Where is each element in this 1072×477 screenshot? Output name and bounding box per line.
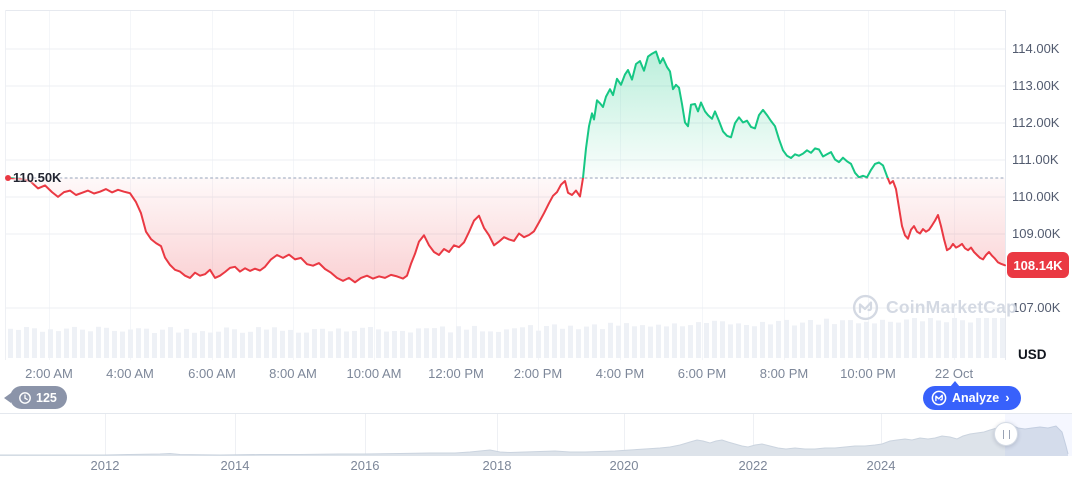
analyze-pointer	[950, 381, 960, 387]
plot-frame	[5, 10, 1006, 360]
watermark-text: CoinMarketCap	[886, 297, 1017, 317]
timeline-scrubber-handle[interactable]	[994, 422, 1018, 446]
analyze-logo-icon	[931, 390, 947, 406]
x-axis-label: 2:00 PM	[513, 366, 563, 381]
area-above-baseline	[8, 51, 1005, 178]
chevron-right-icon: ›	[1005, 390, 1010, 405]
timeline-area-chart	[0, 424, 1068, 456]
volume-bars	[8, 318, 1005, 358]
open-price-marker	[5, 175, 11, 181]
y-axis-label: 114.00K	[1012, 40, 1060, 56]
x-axis-label: 6:00 AM	[188, 366, 236, 381]
x-axis-label: 4:00 PM	[595, 366, 645, 381]
year-label: 2012	[90, 458, 120, 473]
x-axis-label: 10:00 AM	[346, 366, 402, 381]
timeline-area-edge	[0, 423, 1069, 456]
history-clock-icon	[19, 391, 31, 404]
year-label: 2020	[609, 458, 639, 473]
area-below-baseline	[8, 178, 1005, 283]
price-line-chart[interactable]	[0, 0, 1072, 364]
year-label: 2022	[738, 458, 768, 473]
badge-pointer	[4, 393, 11, 403]
y-axis-label: 109.00K	[1012, 225, 1061, 241]
x-axis-label: 8:00 PM	[759, 366, 809, 381]
x-axis-label: 10:00 PM	[840, 366, 896, 381]
history-count-badge[interactable]: 125	[4, 386, 67, 409]
analyze-button[interactable]: Analyze ›	[923, 381, 1021, 410]
y-axis-label: 113.00K	[1012, 77, 1060, 93]
currency-label: USD	[1018, 347, 1047, 362]
x-axis-label: 22 Oct	[934, 366, 974, 381]
x-axis-label: 12:00 PM	[428, 366, 484, 381]
price-line-up	[7, 50, 889, 178]
y-axis-label: 111.00K	[1012, 151, 1059, 167]
coinmarketcap-watermark: CoinMarketCap	[852, 294, 1017, 321]
y-axis-label: 112.00K	[1012, 114, 1060, 130]
grip-icon	[1002, 429, 1010, 439]
x-axis-label: 4:00 AM	[106, 366, 154, 381]
history-count: 125	[36, 390, 57, 405]
coinmarketcap-logo-icon	[852, 294, 879, 321]
open-price-label: 110.50K	[13, 170, 62, 185]
x-axis-label: 8:00 AM	[269, 366, 317, 381]
year-label: 2016	[350, 458, 380, 473]
year-label: 2024	[866, 458, 896, 473]
year-label: 2014	[220, 458, 250, 473]
y-axis-label: 110.00K	[1012, 188, 1060, 204]
y-axis-label: 107.00K	[1012, 299, 1061, 315]
current-price-badge: 108.14K	[1007, 252, 1069, 278]
price-line-down	[7, 178, 1006, 284]
x-axis-label: 6:00 PM	[677, 366, 727, 381]
x-axis-label: 2:00 AM	[25, 366, 73, 381]
year-label: 2018	[482, 458, 512, 473]
timeline-range-selector[interactable]	[0, 413, 1072, 457]
analyze-label: Analyze	[952, 391, 1000, 405]
